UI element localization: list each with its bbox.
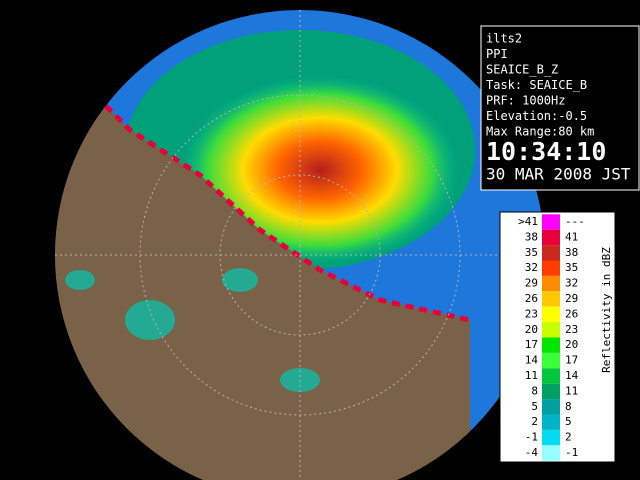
date: 30 MAR 2008 JST — [486, 165, 631, 184]
legend-low: >41 — [518, 215, 538, 228]
legend-swatch — [542, 322, 560, 338]
legend-high: 26 — [565, 307, 578, 320]
legend-swatch — [542, 306, 560, 323]
legend-swatch — [542, 399, 560, 415]
legend-high: 5 — [565, 415, 572, 428]
legend-low: 8 — [531, 384, 538, 397]
legend-swatch — [542, 445, 560, 461]
legend-swatch — [542, 275, 560, 292]
legend-high: 17 — [565, 354, 578, 367]
legend-low: 14 — [525, 354, 539, 367]
legend-high: --- — [565, 215, 585, 228]
radar-sweep — [55, 10, 545, 480]
legend-low: 20 — [525, 323, 538, 336]
time: 10:34:10 — [486, 137, 606, 166]
legend-high: 11 — [565, 384, 578, 397]
info-line: Max Range:80 km — [486, 125, 594, 139]
legend-swatch — [542, 414, 560, 430]
info-line: SEAICE_B_Z — [486, 63, 558, 77]
legend-swatch — [542, 291, 560, 307]
info-panel — [480, 25, 640, 191]
legend-low: -1 — [525, 431, 538, 444]
legend-swatch — [542, 352, 560, 369]
legend-high: 35 — [565, 261, 578, 274]
legend-high: 20 — [565, 338, 578, 351]
legend-low: 5 — [531, 400, 538, 413]
info-line: PPI — [486, 47, 508, 61]
info-line: Elevation:-0.5 — [486, 109, 587, 123]
legend-low: 29 — [525, 277, 538, 290]
legend-high: 29 — [565, 292, 578, 305]
land — [55, 15, 470, 480]
legend-high: 14 — [565, 369, 579, 382]
legend-swatch — [542, 260, 560, 276]
legend-high: 23 — [565, 323, 578, 336]
legend-swatch — [542, 337, 560, 353]
legend-low: 26 — [525, 292, 538, 305]
legend-swatch — [542, 429, 560, 446]
legend-high: 32 — [565, 277, 578, 290]
legend-low: 35 — [525, 246, 538, 259]
range-rings — [55, 10, 545, 480]
legend-title: Reflectivity in dBZ — [600, 247, 613, 373]
legend-low: 38 — [525, 230, 538, 243]
legend: >41 --- 38 41 35 38 32 35 29 32 26 29 23 26 20 23 17 20 14… — [518, 214, 585, 461]
legend-swatch — [542, 368, 560, 384]
legend-high: 2 — [565, 431, 572, 444]
legend-high: 41 — [565, 230, 578, 243]
legend-low: 32 — [525, 261, 538, 274]
legend-low: 23 — [525, 307, 538, 320]
legend-swatch — [542, 383, 560, 400]
legend-low: -4 — [525, 446, 539, 459]
legend-swatch — [542, 214, 560, 230]
legend-low: 11 — [525, 369, 538, 382]
legend-low: 2 — [531, 415, 538, 428]
legend-low: 17 — [525, 338, 538, 351]
info-line: Task: SEAICE_B — [486, 78, 587, 92]
info-line: ilts2 — [486, 32, 522, 46]
legend-swatch — [542, 245, 560, 261]
legend-high: 38 — [565, 246, 578, 259]
legend-high: -1 — [565, 446, 578, 459]
land-clutter — [65, 268, 320, 392]
legend-high: 8 — [565, 400, 572, 413]
legend-swatch — [542, 229, 560, 246]
info-line: PRF: 1000Hz — [486, 94, 565, 108]
